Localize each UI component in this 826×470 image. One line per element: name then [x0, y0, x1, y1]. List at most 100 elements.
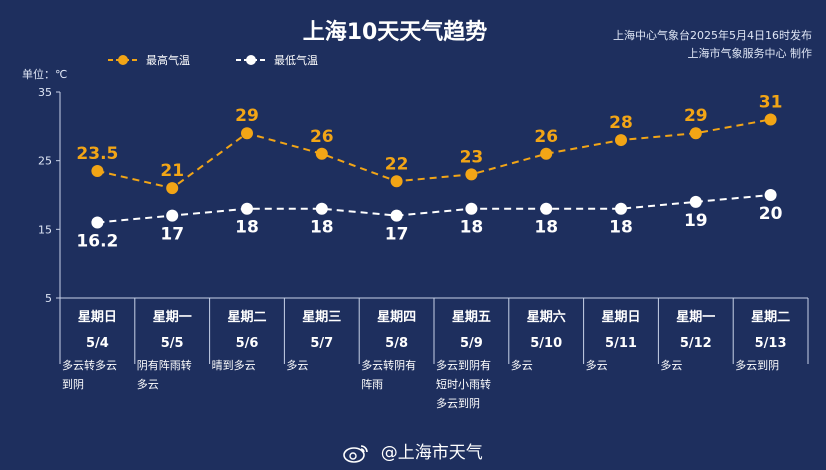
weekday-label: 星期日 — [77, 310, 117, 325]
data-label-low: 18 — [609, 218, 633, 238]
date-label: 5/11 — [605, 336, 637, 351]
weekday-label: 星期三 — [302, 310, 342, 325]
legend-item-high: 最高气温 — [108, 52, 190, 68]
date-label: 5/5 — [160, 336, 184, 351]
source-line-2: 上海市气象服务中心 制作 — [687, 47, 813, 60]
weather-condition-label: 多云到阴有 短时小雨转 多云到阴 — [436, 359, 491, 410]
day-column-header: 星期四 5/8 — [359, 308, 434, 354]
day-column-header: 星期二 5/6 — [210, 308, 285, 354]
data-point-low — [390, 209, 403, 222]
y-tick-label: 5 — [45, 292, 52, 305]
date-label: 5/7 — [310, 336, 334, 351]
data-point-high — [615, 134, 627, 147]
weather-condition-label: 多云 — [585, 359, 608, 372]
day-column-header: 星期五 5/9 — [434, 308, 509, 354]
weekday-label: 星期二 — [751, 310, 791, 325]
day-column-header: 星期日 5/11 — [584, 308, 659, 354]
day-column-header: 星期一 5/12 — [658, 308, 733, 354]
data-point-low — [166, 209, 179, 222]
series-line-high — [97, 118, 771, 190]
weekday-label: 星期一 — [152, 310, 192, 325]
weekday-label: 星期日 — [601, 310, 641, 325]
data-label-low: 17 — [385, 225, 409, 245]
data-label-high: 23 — [460, 147, 484, 167]
weather-condition-label: 多云转阴有 阵雨 — [361, 359, 417, 391]
weather-condition-label: 多云到阴 — [735, 359, 780, 372]
data-point-low — [540, 202, 553, 215]
date-label: 5/9 — [459, 336, 483, 351]
date-label: 5/6 — [235, 336, 259, 351]
weather-condition-label: 阴有阵雨转 多云 — [136, 359, 192, 391]
source-line-1: 上海中心气象台2025年5月4日16时发布 — [613, 29, 812, 42]
legend-low-label: 最低气温 — [274, 54, 318, 67]
date-label: 5/13 — [754, 336, 787, 351]
y-tick-label: 35 — [38, 86, 52, 99]
data-label-low: 16.2 — [76, 231, 118, 251]
data-label-high: 28 — [609, 113, 633, 133]
day-column-header: 星期二 5/13 — [733, 308, 808, 354]
weekday-label: 星期五 — [451, 310, 491, 325]
legend-high-label: 最高气温 — [146, 54, 190, 67]
data-point-low — [764, 189, 777, 201]
data-label-high: 29 — [235, 106, 259, 126]
footer-text: @上海市天气 — [380, 443, 483, 463]
data-label-high: 21 — [160, 161, 184, 181]
data-point-low — [241, 202, 253, 215]
weather-condition-label: 多云 — [660, 359, 683, 372]
data-label-low: 18 — [460, 218, 484, 238]
data-point-high — [91, 164, 104, 177]
data-label-high: 26 — [310, 127, 334, 147]
data-point-high — [166, 182, 179, 195]
data-point-low — [465, 202, 478, 215]
day-column-header: 星期三 5/7 — [284, 308, 359, 354]
data-label-low: 19 — [684, 211, 708, 231]
weibo-icon — [343, 445, 369, 463]
series-line-low — [97, 194, 771, 224]
weekday-label: 星期二 — [227, 310, 267, 325]
y-tick-label: 15 — [38, 223, 52, 236]
weather-condition-label: 多云 — [510, 359, 533, 372]
data-point-high — [390, 175, 403, 188]
data-label-low: 20 — [759, 204, 783, 224]
legend-item-low: 最低气温 — [236, 52, 318, 68]
weekday-label: 星期一 — [676, 310, 716, 325]
legend-low-swatch — [236, 55, 266, 65]
day-column-header: 星期六 5/10 — [509, 308, 584, 354]
date-label: 5/10 — [530, 336, 563, 351]
weather-condition-label: 多云转多云 到阴 — [62, 359, 117, 391]
data-label-low: 18 — [534, 218, 558, 238]
weather-condition-label: 多云 — [286, 359, 309, 372]
legend-high-swatch — [108, 55, 138, 65]
data-point-low — [315, 202, 328, 215]
data-label-high: 26 — [534, 127, 558, 147]
data-label-high: 29 — [684, 106, 708, 126]
day-column-header: 星期一 5/5 — [135, 308, 210, 354]
data-point-high — [540, 147, 553, 160]
data-label-low: 18 — [235, 218, 259, 238]
date-label: 5/12 — [679, 336, 712, 351]
y-tick-label: 25 — [38, 155, 52, 168]
data-point-low — [91, 216, 104, 229]
data-point-high — [315, 147, 328, 160]
chart-title: 上海10天天气趋势 — [302, 20, 488, 45]
data-label-high: 31 — [759, 92, 783, 112]
data-point-low — [615, 202, 627, 215]
data-point-high — [764, 113, 777, 126]
footer: @上海市天气 — [0, 438, 826, 463]
weather-condition-label: 晴到多云 — [211, 359, 256, 372]
date-label: 5/8 — [385, 336, 408, 351]
data-point-low — [689, 195, 702, 208]
weekday-label: 星期四 — [377, 310, 417, 325]
weekday-label: 星期六 — [526, 310, 566, 325]
day-column-header: 星期日 5/4 — [60, 308, 135, 354]
data-label-low: 17 — [160, 225, 184, 245]
data-label-low: 18 — [310, 218, 334, 238]
data-label-high: 23.5 — [76, 144, 118, 164]
data-point-high — [241, 127, 253, 140]
y-axis-unit-label: 单位：℃ — [22, 68, 68, 81]
data-point-high — [689, 127, 702, 140]
data-label-high: 22 — [385, 154, 409, 174]
date-label: 5/4 — [85, 336, 109, 351]
data-point-high — [465, 168, 478, 181]
